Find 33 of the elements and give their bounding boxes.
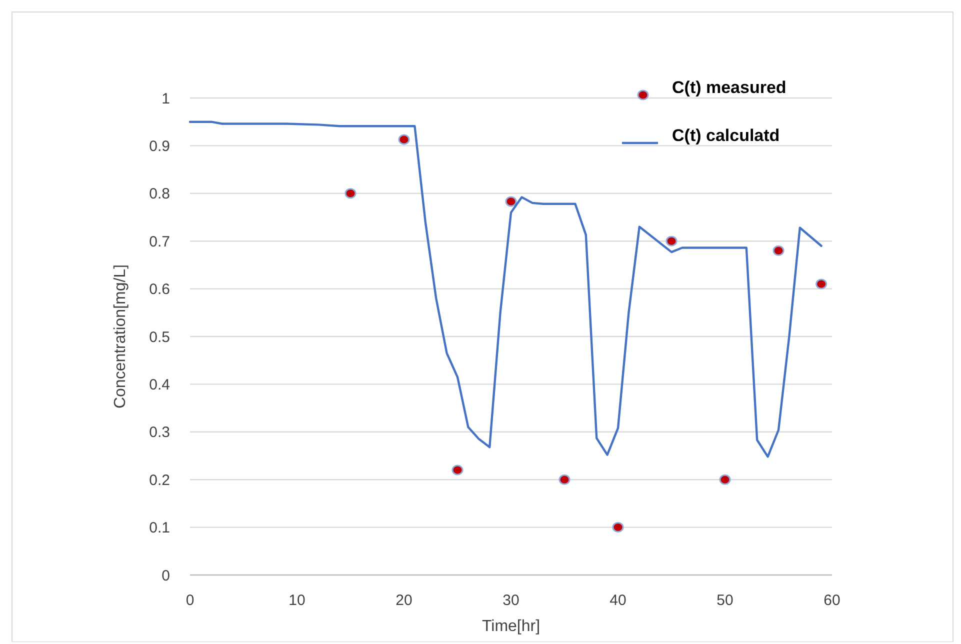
- y-tick-label: 0.2: [149, 472, 170, 489]
- y-tick-label: 1: [162, 90, 170, 108]
- y-tick-label: 0.5: [149, 328, 170, 346]
- point: [398, 134, 410, 145]
- point: [452, 464, 464, 476]
- x-axis-title: Time[hr]: [482, 618, 540, 635]
- legend-label: C(t) calculatd: [672, 126, 780, 145]
- y-axis-title: Concentration[mg/L]: [112, 264, 129, 409]
- x-tick-label: 20: [396, 592, 412, 609]
- point: [558, 474, 570, 485]
- point: [505, 196, 517, 207]
- point: [816, 278, 828, 290]
- point: [666, 236, 678, 246]
- point: [772, 245, 784, 256]
- y-tick-label: 0.3: [149, 424, 170, 442]
- y-tick-label: 0.1: [149, 520, 170, 537]
- y-tick-label: 0.6: [149, 281, 170, 298]
- line-series: [188, 120, 822, 458]
- y-tick-label: 0.9: [149, 138, 170, 155]
- x-tick-label: 50: [716, 592, 734, 609]
- point: [344, 188, 356, 199]
- point: [719, 474, 731, 485]
- y-tick-label: 0.4: [149, 376, 170, 394]
- y-tick-label: 0.7: [149, 233, 170, 250]
- x-tick-label: 10: [288, 592, 306, 609]
- x-tick-label: 60: [824, 592, 840, 609]
- x-tick-label: 0: [186, 592, 194, 609]
- point: [612, 522, 624, 533]
- x-tick-label: 30: [502, 592, 520, 609]
- legend-label: C(t) measured: [672, 78, 786, 97]
- y-tick-label: 0: [162, 567, 170, 584]
- x-tick-label: 40: [610, 592, 626, 609]
- y-tick-label: 0.8: [149, 186, 170, 203]
